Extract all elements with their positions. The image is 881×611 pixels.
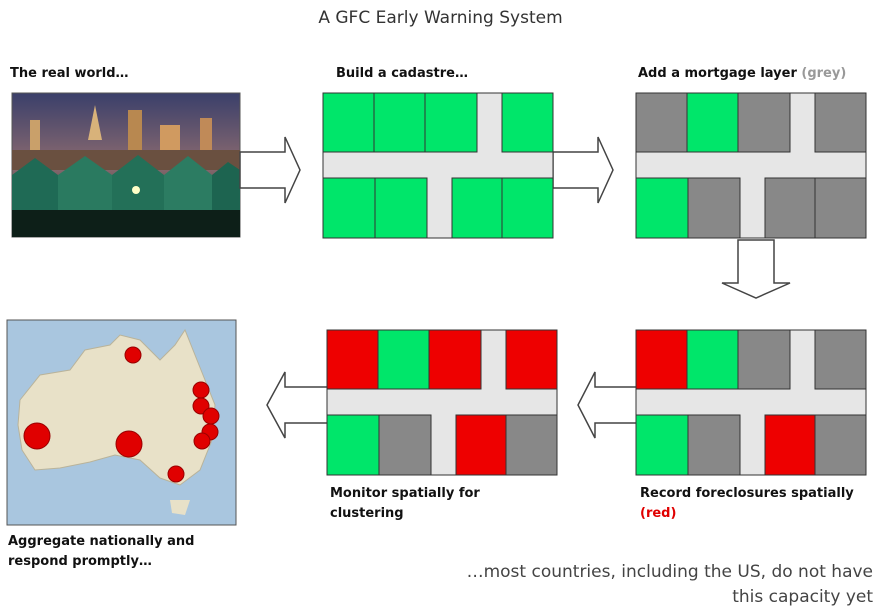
parcel [373, 92, 426, 153]
parcel [687, 177, 741, 239]
parcel [814, 329, 867, 390]
step-label: Record foreclosures spatially (red) [640, 484, 854, 524]
arrows [239, 136, 791, 439]
parcel [686, 92, 739, 153]
parcel [635, 177, 689, 239]
step-label: Aggregate nationally and respond promptly… [8, 532, 194, 572]
step-label: The real world… [10, 66, 129, 81]
parcel [687, 414, 741, 476]
parcel [505, 329, 558, 390]
parcel [737, 92, 791, 153]
label-text: Record foreclosures spatially [640, 486, 854, 501]
parcel [374, 177, 428, 239]
label-text: Add a mortgage layer [638, 66, 797, 81]
step-label: Add a mortgage layer (grey) [638, 64, 846, 84]
step-label: Build a cadastre… [336, 66, 468, 81]
parcel [505, 414, 558, 476]
parcel [814, 414, 867, 476]
parcel [322, 92, 375, 153]
parcel [635, 414, 689, 476]
parcel [322, 177, 376, 239]
parcel [455, 414, 507, 476]
note: (grey) [801, 66, 847, 81]
parcel [501, 177, 554, 239]
parcel [377, 329, 430, 390]
label-line: Monitor spatially for [330, 486, 480, 501]
parcel [378, 414, 432, 476]
footer: …most countries, including the US, do no… [467, 560, 873, 610]
parcel [737, 329, 791, 390]
parcel [501, 92, 554, 153]
label-line: clustering [330, 506, 404, 521]
parcel [814, 177, 867, 239]
parcel [686, 329, 739, 390]
parcel [326, 414, 380, 476]
label-line: Aggregate nationally and [8, 534, 195, 549]
footer-line: this capacity yet [732, 587, 873, 607]
parcel [451, 177, 503, 239]
parcel [814, 92, 867, 153]
parcel [764, 414, 816, 476]
step-label: Monitor spatially for clustering [330, 484, 480, 524]
parcel [428, 329, 482, 390]
title: A GFC Early Warning System [318, 8, 563, 28]
parcel [635, 329, 688, 390]
label-line: respond promptly… [8, 554, 152, 569]
note: (red) [640, 506, 677, 521]
city-photo [11, 92, 241, 238]
parcel [326, 329, 379, 390]
parcel [424, 92, 478, 153]
parcel [764, 177, 816, 239]
australia-map [6, 319, 237, 526]
footer-line: …most countries, including the US, do no… [466, 562, 873, 582]
parcel [635, 92, 688, 153]
